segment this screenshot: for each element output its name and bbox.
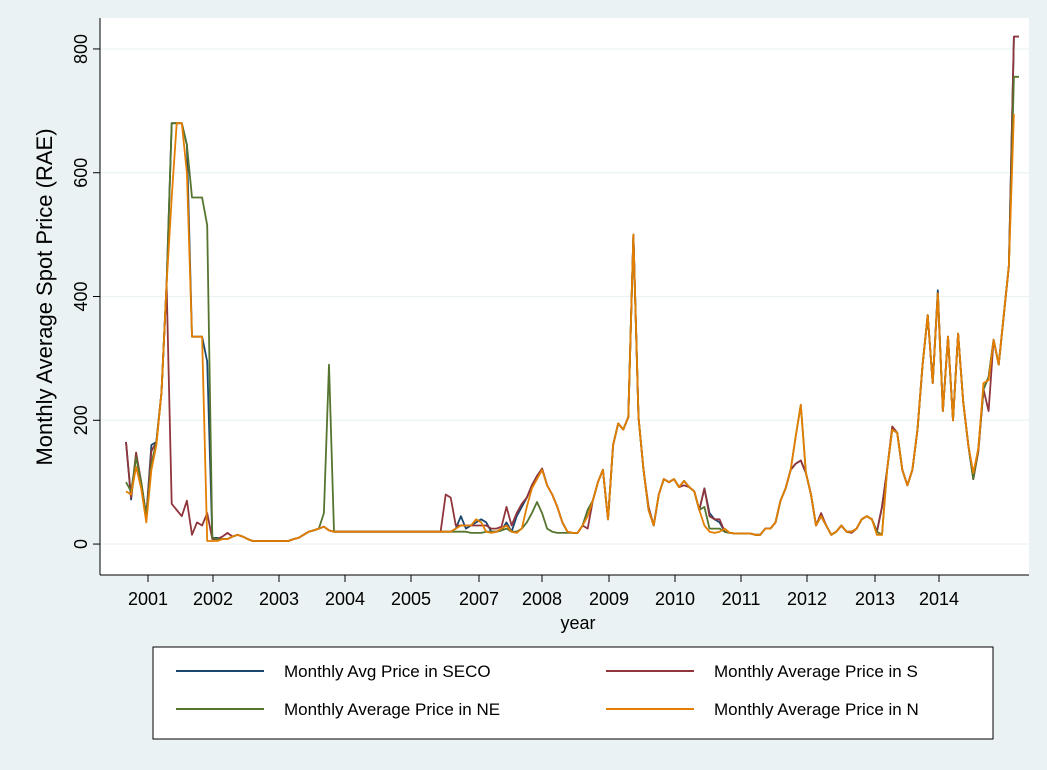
x-axis: 2001 2002 2003 2004 2005 2007 2008 2009 2010 2011… [100,574,1029,609]
x-tick-label: 2013 [855,589,895,609]
y-tick-label: 200 [71,405,91,435]
x-tick-label: 2002 [193,589,233,609]
legend: Monthly Avg Price in SECO Monthly Average… [152,646,994,740]
legend-label: Monthly Avg Price in SECO [284,662,491,681]
gridlines [100,48,1029,545]
y-tick-label: 400 [71,281,91,311]
series-line [125,113,1015,542]
legend-label: Monthly Average Price in N [714,700,919,719]
y-axis: 0 200 400 600 800 [71,18,101,575]
x-axis-title: year [560,613,595,633]
x-tick-label: 2005 [391,589,431,609]
legend-box [152,646,994,740]
legend-label: Monthly Average Price in NE [284,700,500,719]
y-tick-label: 800 [71,34,91,64]
x-tick-label: 2003 [259,589,299,609]
series-layer [125,35,1019,542]
x-tick-label: 2001 [128,589,168,609]
legend-label: Monthly Average Price in S [714,662,918,681]
x-tick-label: 2009 [589,589,629,609]
x-tick-label: 2004 [325,589,365,609]
y-tick-label: 600 [71,158,91,188]
y-tick-label: 0 [71,539,91,549]
x-tick-label: 2007 [459,589,499,609]
x-tick-label: 2010 [655,589,695,609]
x-tick-label: 2014 [919,589,959,609]
x-tick-label: 2011 [722,589,761,609]
y-axis-title: Monthly Average Spot Price (RAE) [32,128,57,465]
x-tick-label: 2012 [787,589,827,609]
x-tick-label: 2008 [522,589,562,609]
